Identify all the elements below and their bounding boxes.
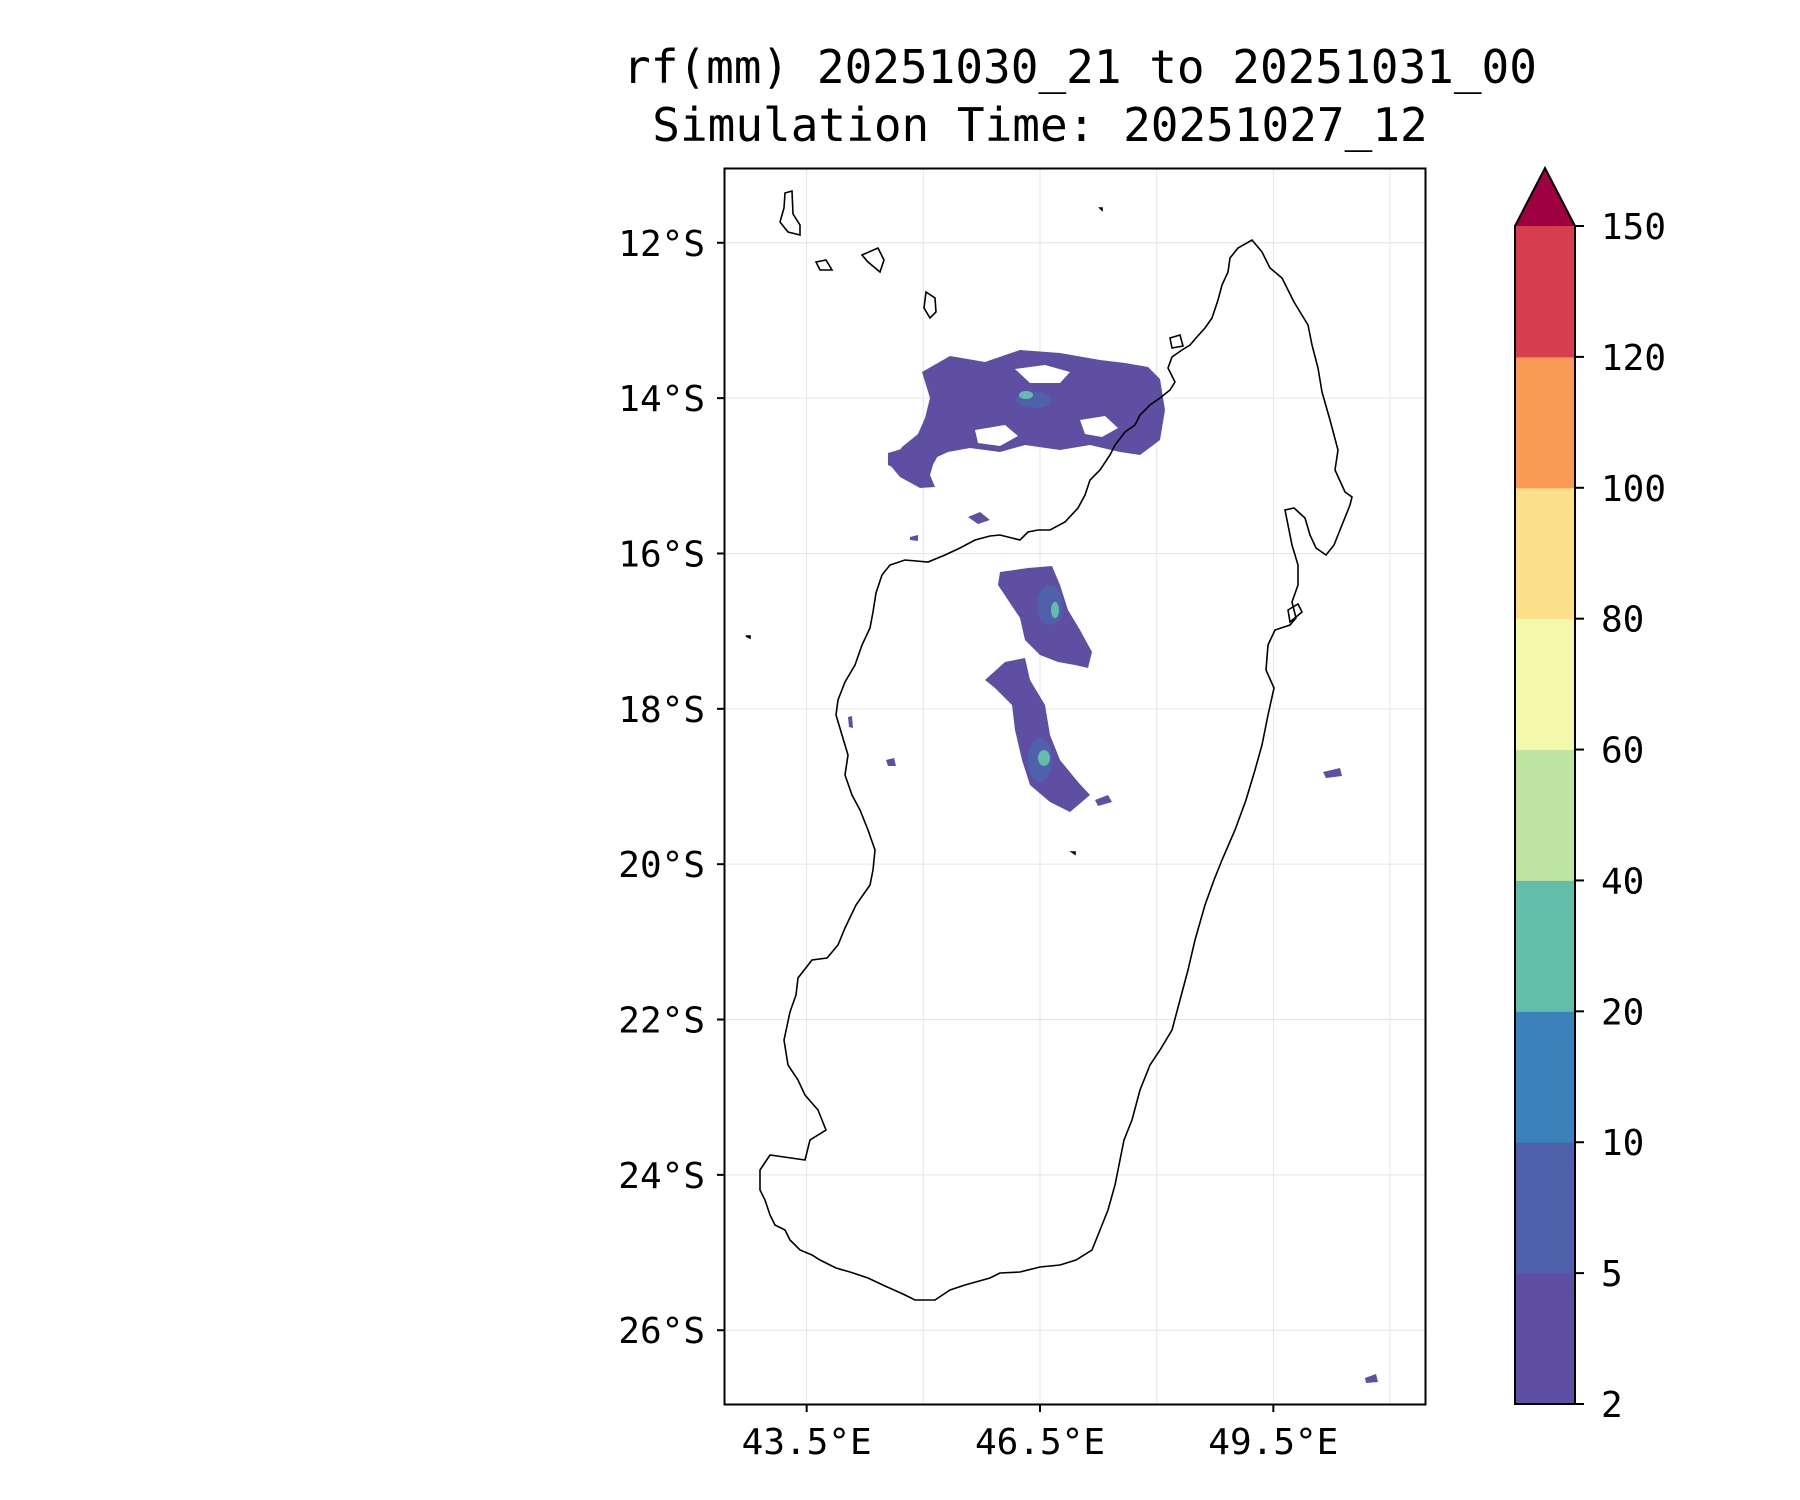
lat-tick-label: 12°S [618, 224, 705, 265]
comoros-anjouan [860, 246, 885, 274]
colorbar-tick-label: 60 [1601, 731, 1644, 772]
rain-20-40-c [1038, 750, 1050, 766]
colorbar-tick-label: 80 [1601, 600, 1644, 641]
colorbar-segment [1515, 356, 1575, 489]
rain-20-40-a [1019, 391, 1033, 399]
islet-2 [745, 635, 751, 640]
colorbar-tick-label: 150 [1601, 207, 1666, 248]
colorbar-tick-label: 100 [1601, 469, 1666, 510]
lat-tick-label: 16°S [618, 534, 705, 575]
rain-patch-north [890, 350, 1165, 488]
colorbar-tick-label: 10 [1601, 1123, 1644, 1164]
longitude-axis: 43.5°E 46.5°E 49.5°E [742, 1404, 1338, 1463]
lat-tick-label: 26°S [618, 1311, 705, 1352]
nosy-be [1169, 333, 1185, 349]
colorbar-tick-label: 2 [1601, 1385, 1623, 1426]
colorbar-tick-label: 5 [1601, 1254, 1623, 1295]
rain-patch-central-2 [985, 658, 1090, 812]
coastline [745, 189, 1353, 1301]
rain-patch-north-hole-3 [1080, 416, 1118, 437]
colorbar-segment [1515, 487, 1575, 620]
colorbar-segment [1515, 226, 1575, 358]
lat-tick-label: 24°S [618, 1156, 705, 1197]
colorbar-segment [1515, 1011, 1575, 1143]
map-title-line-2: Simulation Time: 20251027_12 [652, 98, 1428, 152]
colorbar-tick-label: 40 [1601, 861, 1644, 902]
latitude-axis: 12°S 14°S 16°S 18°S 20°S 22°S 24°S 26°S [618, 224, 725, 1352]
rain-patch-small-1 [968, 512, 990, 524]
lon-tick-label: 49.5°E [1208, 1422, 1338, 1463]
colorbar-tick-label: 20 [1601, 992, 1644, 1033]
rain-20-40-b [1051, 602, 1059, 618]
map-title-line-1: rf(mm) 20251030_21 to 20251031_00 [623, 40, 1537, 94]
rain-patch-small-5 [1323, 768, 1342, 778]
colorbar-segment [1515, 1273, 1575, 1405]
map-frame [723, 167, 1427, 1406]
islet-3 [1069, 851, 1076, 856]
colorbar-segment [1515, 880, 1575, 1012]
colorbar: 2 5 10 20 40 60 80 100 120 150 [1514, 165, 1666, 1426]
colorbar-segment [1515, 749, 1575, 881]
mayotte [923, 290, 937, 320]
rain-patch-small-6 [1365, 1374, 1378, 1383]
lat-tick-label: 22°S [618, 1001, 705, 1042]
comoros-grande [779, 189, 801, 237]
colorbar-tick-label: 120 [1601, 338, 1666, 379]
lon-tick-label: 46.5°E [975, 1422, 1105, 1463]
rainfall-contours [848, 350, 1378, 1383]
madagascar-coastline [759, 238, 1353, 1301]
rain-patch-small-7 [848, 716, 853, 728]
colorbar-segment [1515, 618, 1575, 751]
lat-tick-label: 18°S [618, 690, 705, 731]
rain-patch-north-hole-2 [975, 425, 1018, 446]
rain-patch-north-hole-1 [1015, 365, 1070, 383]
lon-tick-label: 43.5°E [742, 1422, 872, 1463]
comoros-moheli [814, 259, 834, 271]
colorbar-outline [1514, 165, 1576, 1405]
lat-tick-label: 14°S [618, 379, 705, 420]
rain-patch-small-4 [886, 758, 896, 766]
colorbar-segment [1515, 1142, 1575, 1274]
rain-patch-small-3 [1095, 795, 1112, 806]
lat-tick-label: 20°S [618, 845, 705, 886]
rain-patch-north-west [888, 444, 940, 473]
islet-1 [1098, 207, 1103, 212]
madagascar-island-nosy [1287, 602, 1303, 624]
rain-10-20-b [1037, 585, 1063, 625]
colorbar-extend-triangle [1515, 168, 1575, 226]
rain-patch-small-2 [910, 535, 918, 541]
